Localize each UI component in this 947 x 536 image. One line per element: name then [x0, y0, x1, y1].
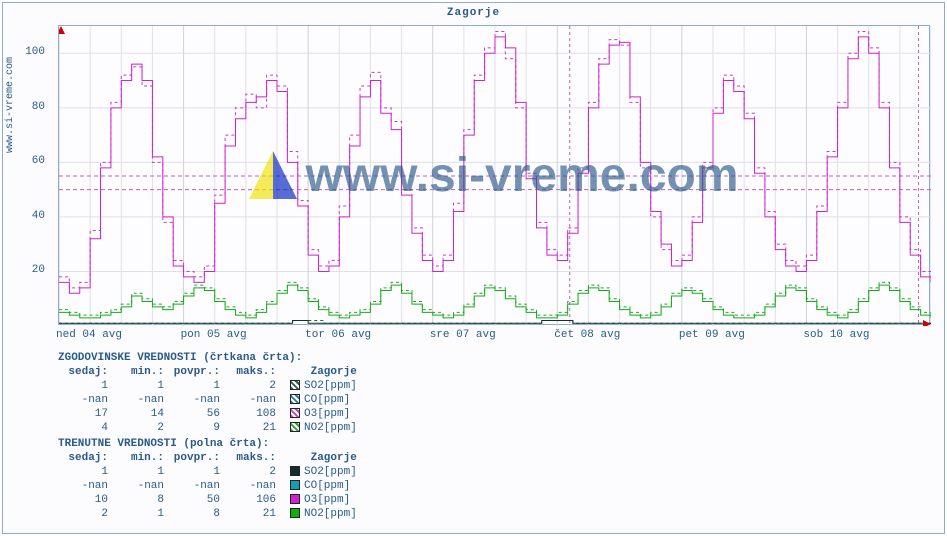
x-tick: ned 04 avg	[56, 329, 122, 341]
legend-value: 1	[170, 379, 226, 393]
legend-label: O3[ppm]	[282, 493, 363, 507]
legend-value: 2	[58, 507, 114, 521]
legend-value: -nan	[114, 479, 170, 493]
legend-swatch	[290, 480, 300, 490]
col-header: povpr.:	[170, 451, 226, 465]
hist-table: sedaj:min.:povpr.:maks.:Zagorje1112SO2[p…	[58, 365, 363, 435]
chart-title: Zagorje	[3, 7, 944, 19]
x-tick: sob 10 avg	[803, 329, 869, 341]
legend-value: -nan	[226, 393, 282, 407]
legend-value: -nan	[226, 479, 282, 493]
legend-label: CO[ppm]	[282, 393, 363, 407]
x-tick: čet 08 avg	[554, 329, 620, 341]
legend-value: 1	[114, 465, 170, 479]
col-header: min.:	[114, 365, 170, 379]
curr-table: sedaj:min.:povpr.:maks.:Zagorje1112SO2[p…	[58, 451, 363, 521]
col-header: maks.:	[226, 451, 282, 465]
legend-swatch	[290, 494, 300, 504]
legend-value: 1	[114, 507, 170, 521]
legend-value: 8	[114, 493, 170, 507]
col-header: maks.:	[226, 365, 282, 379]
legend-value: 8	[170, 507, 226, 521]
legend-label: NO2[ppm]	[282, 421, 363, 435]
legend-value: 2	[226, 379, 282, 393]
legend-label: SO2[ppm]	[282, 379, 363, 393]
legend-value: 1	[58, 465, 114, 479]
legend-value: 2	[114, 421, 170, 435]
legend-value: 1	[170, 465, 226, 479]
legend-swatch	[290, 394, 300, 404]
legend-swatch	[290, 466, 300, 476]
legend-value: 21	[226, 421, 282, 435]
legend-value: 2	[226, 465, 282, 479]
legend-value: 1	[114, 379, 170, 393]
legend-value: 14	[114, 407, 170, 421]
legend-value: -nan	[58, 393, 114, 407]
legend-value: 50	[170, 493, 226, 507]
col-header: Zagorje	[282, 451, 363, 465]
legend-value: 56	[170, 407, 226, 421]
legend-value: 1	[58, 379, 114, 393]
legend-value: 106	[226, 493, 282, 507]
legend-value: -nan	[58, 479, 114, 493]
y-tick: 80	[32, 101, 45, 113]
legend-value: -nan	[114, 393, 170, 407]
legend-value: 17	[58, 407, 114, 421]
plot-svg	[59, 26, 931, 326]
legend-swatch	[290, 380, 300, 390]
curr-section-title: TRENUTNE VREDNOSTI (polna črta):	[58, 435, 363, 451]
legend-label: O3[ppm]	[282, 407, 363, 421]
col-header: sedaj:	[58, 451, 114, 465]
x-tick: sre 07 avg	[430, 329, 496, 341]
legend-swatch	[290, 508, 300, 518]
col-header: min.:	[114, 451, 170, 465]
legend-value: 10	[58, 493, 114, 507]
y-tick-labels: 20 40 60 80 100	[3, 25, 53, 325]
x-tick: tor 06 avg	[305, 329, 371, 341]
legend-label: CO[ppm]	[282, 479, 363, 493]
legend-swatch	[290, 422, 300, 432]
legend-value: -nan	[170, 393, 226, 407]
legend-value: 21	[226, 507, 282, 521]
y-tick: 40	[32, 210, 45, 222]
hist-section-title: ZGODOVINSKE VREDNOSTI (črtkana črta):	[58, 349, 363, 365]
legend-value: 9	[170, 421, 226, 435]
legend-label: SO2[ppm]	[282, 465, 363, 479]
legend-swatch	[290, 408, 300, 418]
legend-value: 4	[58, 421, 114, 435]
legend-value: -nan	[170, 479, 226, 493]
col-header: Zagorje	[282, 365, 363, 379]
x-tick-labels: ned 04 avg pon 05 avg tor 06 avg sre 07 avg…	[58, 329, 930, 343]
y-tick: 60	[32, 155, 45, 167]
col-header: sedaj:	[58, 365, 114, 379]
plot-area	[58, 25, 930, 325]
y-tick: 20	[32, 264, 45, 276]
col-header: povpr.:	[170, 365, 226, 379]
x-tick: pet 09 avg	[679, 329, 745, 341]
x-tick: pon 05 avg	[181, 329, 247, 341]
legend-label: NO2[ppm]	[282, 507, 363, 521]
y-tick: 100	[25, 46, 45, 58]
chart-frame: Zagorje www.si-vreme.com 20406080100 www…	[2, 2, 945, 534]
legend-tables: ZGODOVINSKE VREDNOSTI (črtkana črta): se…	[58, 349, 363, 521]
legend-value: 108	[226, 407, 282, 421]
